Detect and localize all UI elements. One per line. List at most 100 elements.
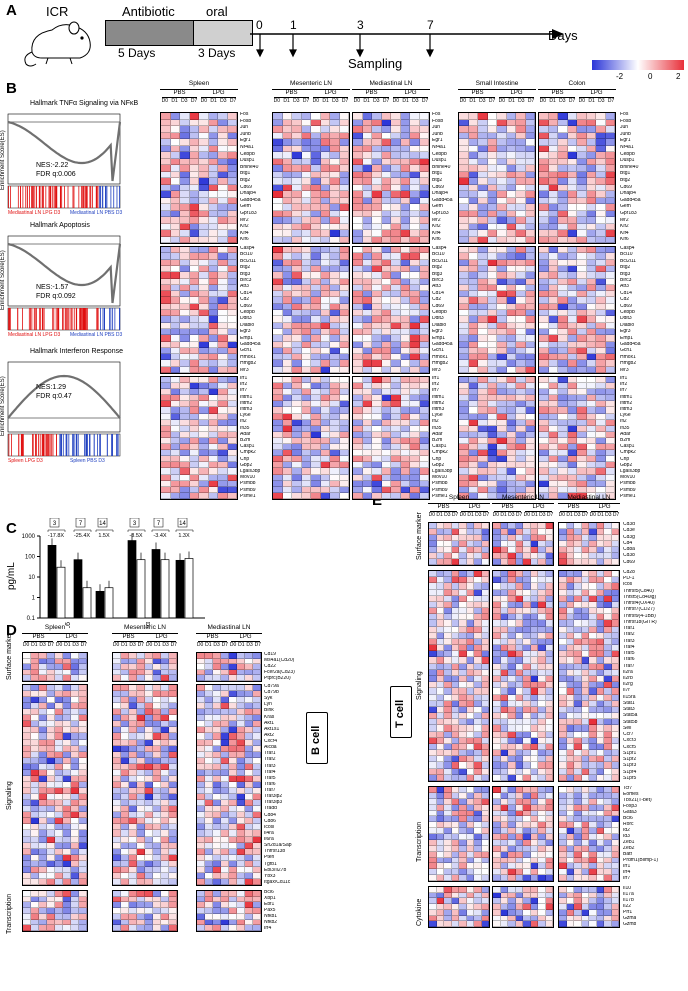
heatmap-cell [145,751,153,758]
heatmap-cell [23,788,31,795]
heatmap-cell [605,303,615,310]
heatmap-cell [330,347,340,355]
heatmap-cell [577,272,587,279]
heatmap-cell [419,492,429,499]
heatmap-cell [436,676,444,683]
heatmap-cell [459,480,469,487]
heatmap-cell [282,113,292,120]
heatmap-cell [137,769,145,776]
heatmap-cell [391,278,401,285]
heatmap-cell [353,474,363,481]
heatmap-cell [372,197,382,204]
heatmap-cell [63,872,71,879]
heatmap-cell [47,800,55,807]
heatmap-cell [515,601,523,609]
heatmap-cell [63,751,71,758]
heatmap-cell [189,139,199,146]
gene-label: Atf3 [432,284,441,290]
heatmap-cell [311,197,321,204]
heatmap-cell [487,360,497,367]
heatmap-cell [339,328,349,336]
heatmap-cell [381,450,391,457]
heatmap-cell [451,756,459,763]
heatmap-cell [436,869,444,876]
gene-label: Cd19 [264,652,276,657]
heatmap-cell [39,769,47,776]
heatmap-cell [429,713,437,720]
heatmap-cell [586,425,596,432]
panel-d-gene-list: Cd79a Cd79b Syk Lyn Blnk Kras Akt1 Akt1s1 Akt2 Cx… [264,684,292,886]
heatmap-cell [245,715,253,722]
heatmap-cell [381,486,391,493]
heatmap-cell [292,145,302,152]
heatmap-cell [79,658,87,665]
heatmap-cell [245,812,253,819]
heatmap-cell [481,632,489,639]
heatmap-cell [205,902,213,909]
heatmap-cell [605,310,615,317]
heatmap-cell [468,278,478,285]
heatmap-cell [558,265,568,273]
heatmap-cell [311,480,321,487]
heatmap-cell [466,663,474,670]
heatmap-cell [481,834,489,840]
panel-b-heatmap [352,246,430,374]
heatmap-cell [500,595,508,602]
heatmap-cell [213,925,221,931]
heatmap-cell [539,425,549,432]
heatmap-cell [548,171,558,178]
heatmap-cell [497,230,507,237]
b-4-group-pbs: PBS [551,90,564,96]
heatmap-cell [170,265,180,273]
heatmap-cell [227,126,237,133]
heatmap-cell [487,126,497,133]
gene-label: Hmgb2 [432,361,449,367]
heatmap-cell [161,830,169,837]
gene-label: Bcl2l11 [432,258,449,264]
heatmap-cell [208,360,218,367]
heatmap-cell [538,706,546,714]
gene-label: Cd69 [432,184,444,190]
heatmap-cell [429,875,437,881]
heatmap-cell [577,119,587,126]
heatmap-cell [567,407,577,414]
heatmap-cell [362,366,372,373]
heatmap-cell [301,152,311,159]
heatmap-cell [523,638,531,646]
heatmap-cell [237,812,245,819]
heatmap-cell [292,389,302,396]
heatmap-cell [400,310,410,317]
gsea-y-axis-label: Enrichment Score(ES) [0,376,6,436]
heatmap-cell [213,896,221,903]
heatmap-cell [459,184,469,191]
gene-label: Bcl10 [620,252,633,258]
heatmap-cell [227,204,237,211]
heatmap-cell [429,700,437,707]
heatmap-cell [129,836,137,843]
heatmap-cell [229,848,237,855]
heatmap-cell [466,804,474,811]
heatmap-cell [353,425,363,432]
heatmap-cell [468,191,478,198]
heatmap-cell [161,230,171,237]
heatmap-cell [170,217,180,224]
heatmap-cell [199,171,209,178]
heatmap-cell [459,197,469,204]
heatmap-cell [493,577,501,584]
heatmap-cell [436,828,444,834]
heatmap-cell [474,892,482,899]
heatmap-cell [245,739,253,746]
heatmap-cell [459,126,469,133]
heatmap-cell [320,217,330,224]
heatmap-cell [169,866,177,873]
heatmap-cell [213,806,221,813]
heatmap-cell [137,685,145,692]
heatmap-cell [530,547,538,553]
heatmap-cell [429,614,437,621]
heatmap-cell [205,757,213,764]
heatmap-cell [218,401,228,408]
heatmap-cell [523,700,531,707]
heatmap-cell [330,335,340,342]
heatmap-cell [161,145,171,152]
heatmap-cell [605,425,615,432]
